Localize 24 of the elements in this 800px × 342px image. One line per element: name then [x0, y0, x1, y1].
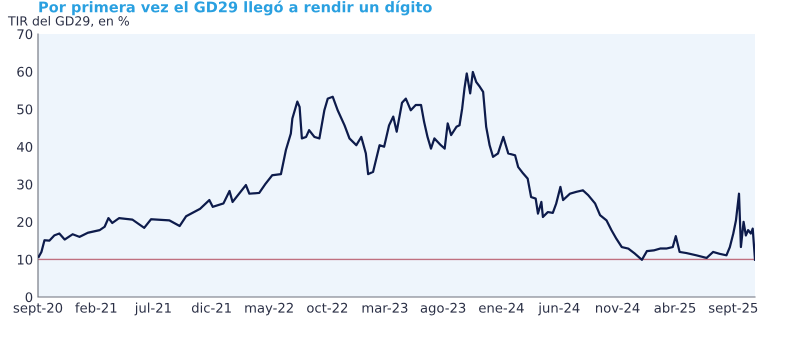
- y-tick-label: 50: [17, 104, 32, 114]
- x-tick-label: may-22: [245, 302, 293, 316]
- x-tick-label: nov-24: [596, 302, 640, 313]
- x-tick-label: dic-21: [192, 302, 231, 313]
- y-tick-label: 60: [17, 66, 32, 77]
- x-tick-label: jun-24: [538, 302, 580, 316]
- x-tick-label: mar-23: [362, 302, 408, 313]
- x-tick-label: ene-24: [479, 302, 524, 313]
- x-tick-label: feb-21: [75, 302, 116, 313]
- y-tick-label: 20: [17, 217, 32, 228]
- x-tick-label: sept-20: [14, 302, 62, 316]
- x-tick-label: ago-23: [420, 302, 466, 316]
- x-tick-label: jul-21: [134, 302, 171, 316]
- x-tick-label: abr-25: [654, 302, 696, 313]
- x-tick-label: sept-25: [708, 302, 758, 316]
- chart-title: Por primera vez el GD29 llegó a rendir un dígito: [39, 0, 432, 16]
- x-tick-label: oct-22: [307, 302, 348, 313]
- y-tick-label: 70: [17, 29, 32, 40]
- y-tick-label: 30: [17, 180, 32, 190]
- chart-subtitle: TIR del GD29, en %: [8, 16, 129, 27]
- y-tick-label: 10: [18, 254, 32, 265]
- y-tick-label: 40: [16, 142, 32, 152]
- line-series: [38, 70, 755, 261]
- y-tick-label: 0: [26, 292, 32, 302]
